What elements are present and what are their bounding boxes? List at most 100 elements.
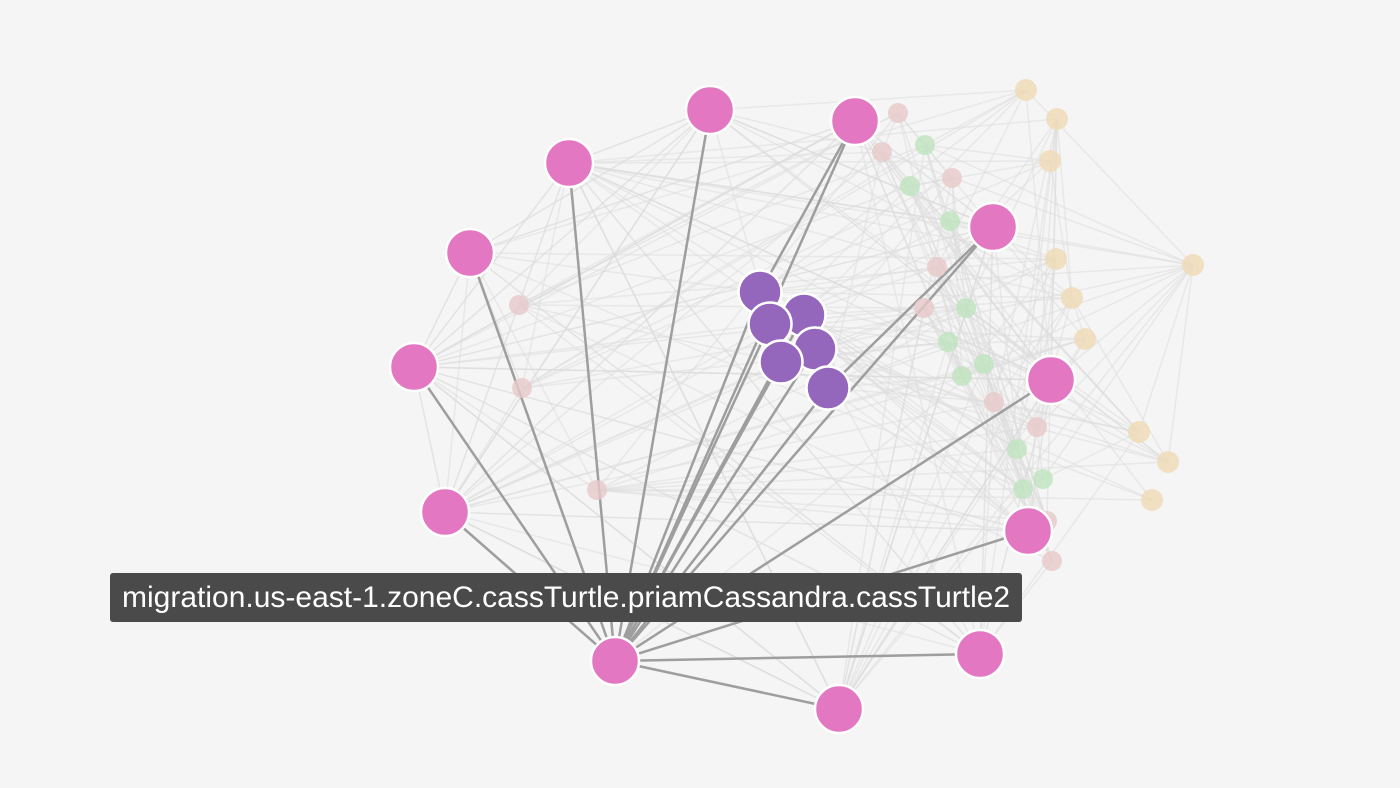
graph-edge [568,151,883,164]
graph-edge [596,448,1018,491]
graph-edge [413,109,711,368]
graph-edge [413,120,856,368]
graph-edge [521,162,570,389]
graph-edge [413,366,1052,381]
faded-node [927,257,947,277]
graph-edge [1027,379,1052,532]
faded-node [512,378,532,398]
faded-node [1182,254,1204,276]
graph-node[interactable] [967,201,1019,253]
graph-edge [568,162,981,655]
graph-edge [613,120,857,662]
graph-edge [947,341,1038,428]
faded-node [888,103,908,123]
graph-edge [444,151,883,513]
graph-edge [709,109,994,228]
graph-edge [838,144,926,710]
graph-edge [568,162,1169,463]
faded-edges [413,89,1194,710]
graph-edge [469,252,1024,490]
graph-edge [469,109,711,254]
graph-edge [521,307,967,389]
faded-node [1013,479,1033,499]
graph-edge [413,366,840,710]
graph-edge [1138,264,1194,433]
graph-edge [1042,264,1194,480]
faded-node [1141,489,1163,511]
graph-edge [413,226,994,368]
graph-edge [444,361,782,513]
graph-edge [521,89,1027,389]
faded-node [914,298,934,318]
graph-node[interactable] [444,227,496,279]
graph-node[interactable] [543,137,595,189]
main-nodes [388,84,1077,735]
graph-edge [838,341,949,710]
graph-edge [469,252,761,293]
faded-node [974,354,994,374]
graph-edge [413,185,911,368]
graph-edge [838,258,1057,710]
graph-node[interactable] [1025,354,1077,406]
graph-edge [838,379,1052,710]
graph-node[interactable] [829,95,881,147]
graph-edge [854,120,1052,381]
graph-edge [759,89,1027,293]
graph-node[interactable] [419,486,471,538]
faded-node [1157,451,1179,473]
graph-edge [568,118,1058,164]
faded-node [1045,248,1067,270]
graph-edge [1056,118,1073,299]
faded-node [1007,439,1027,459]
graph-edge [596,338,1086,491]
graph-edge [1049,160,1073,299]
faded-node [984,392,1004,412]
graph-node[interactable] [954,628,1006,680]
selected-node[interactable] [589,635,641,687]
graph-node[interactable] [758,339,804,385]
graph-node[interactable] [1002,505,1054,557]
graph-node[interactable] [684,84,736,136]
graph-node[interactable] [805,365,851,411]
faded-node [872,142,892,162]
graph-edge [444,252,471,513]
faded-node [942,168,962,188]
graph-edge [596,488,1024,491]
graph-edge [444,162,570,513]
graph-node[interactable] [813,683,865,735]
graph-edge [923,297,1073,309]
active-edges [412,109,1052,711]
graph-edge [444,220,951,513]
graph-edge [881,151,1153,501]
graph-edge [613,109,712,662]
graph-edge [979,118,1058,655]
graph-node[interactable] [388,341,440,393]
graph-edge [814,264,1194,350]
graph-edge [838,307,925,710]
graph-edge [469,120,856,254]
graph-edge [949,220,1048,522]
graph-edge [827,387,995,403]
graph-edge [413,366,598,491]
graph-edge [614,659,840,711]
faded-node [1015,79,1037,101]
graph-edge [518,304,925,309]
graph-edge [759,291,1073,299]
graph-edge [1167,264,1194,463]
faded-node [1128,421,1150,443]
graph-edge [1042,431,1140,480]
faded-nodes [509,79,1204,571]
graph-node[interactable] [747,301,793,347]
graph-edge [1046,118,1058,522]
faded-node [956,298,976,318]
graph-edge [881,151,1194,266]
graph-edge [951,177,967,309]
graph-edge [936,266,1052,381]
graph-edge [614,652,981,663]
graph-edge [993,401,1140,433]
graph-edge [568,162,994,228]
graph-edge [1071,297,1169,463]
faded-node [938,332,958,352]
graph-edge [758,120,857,293]
